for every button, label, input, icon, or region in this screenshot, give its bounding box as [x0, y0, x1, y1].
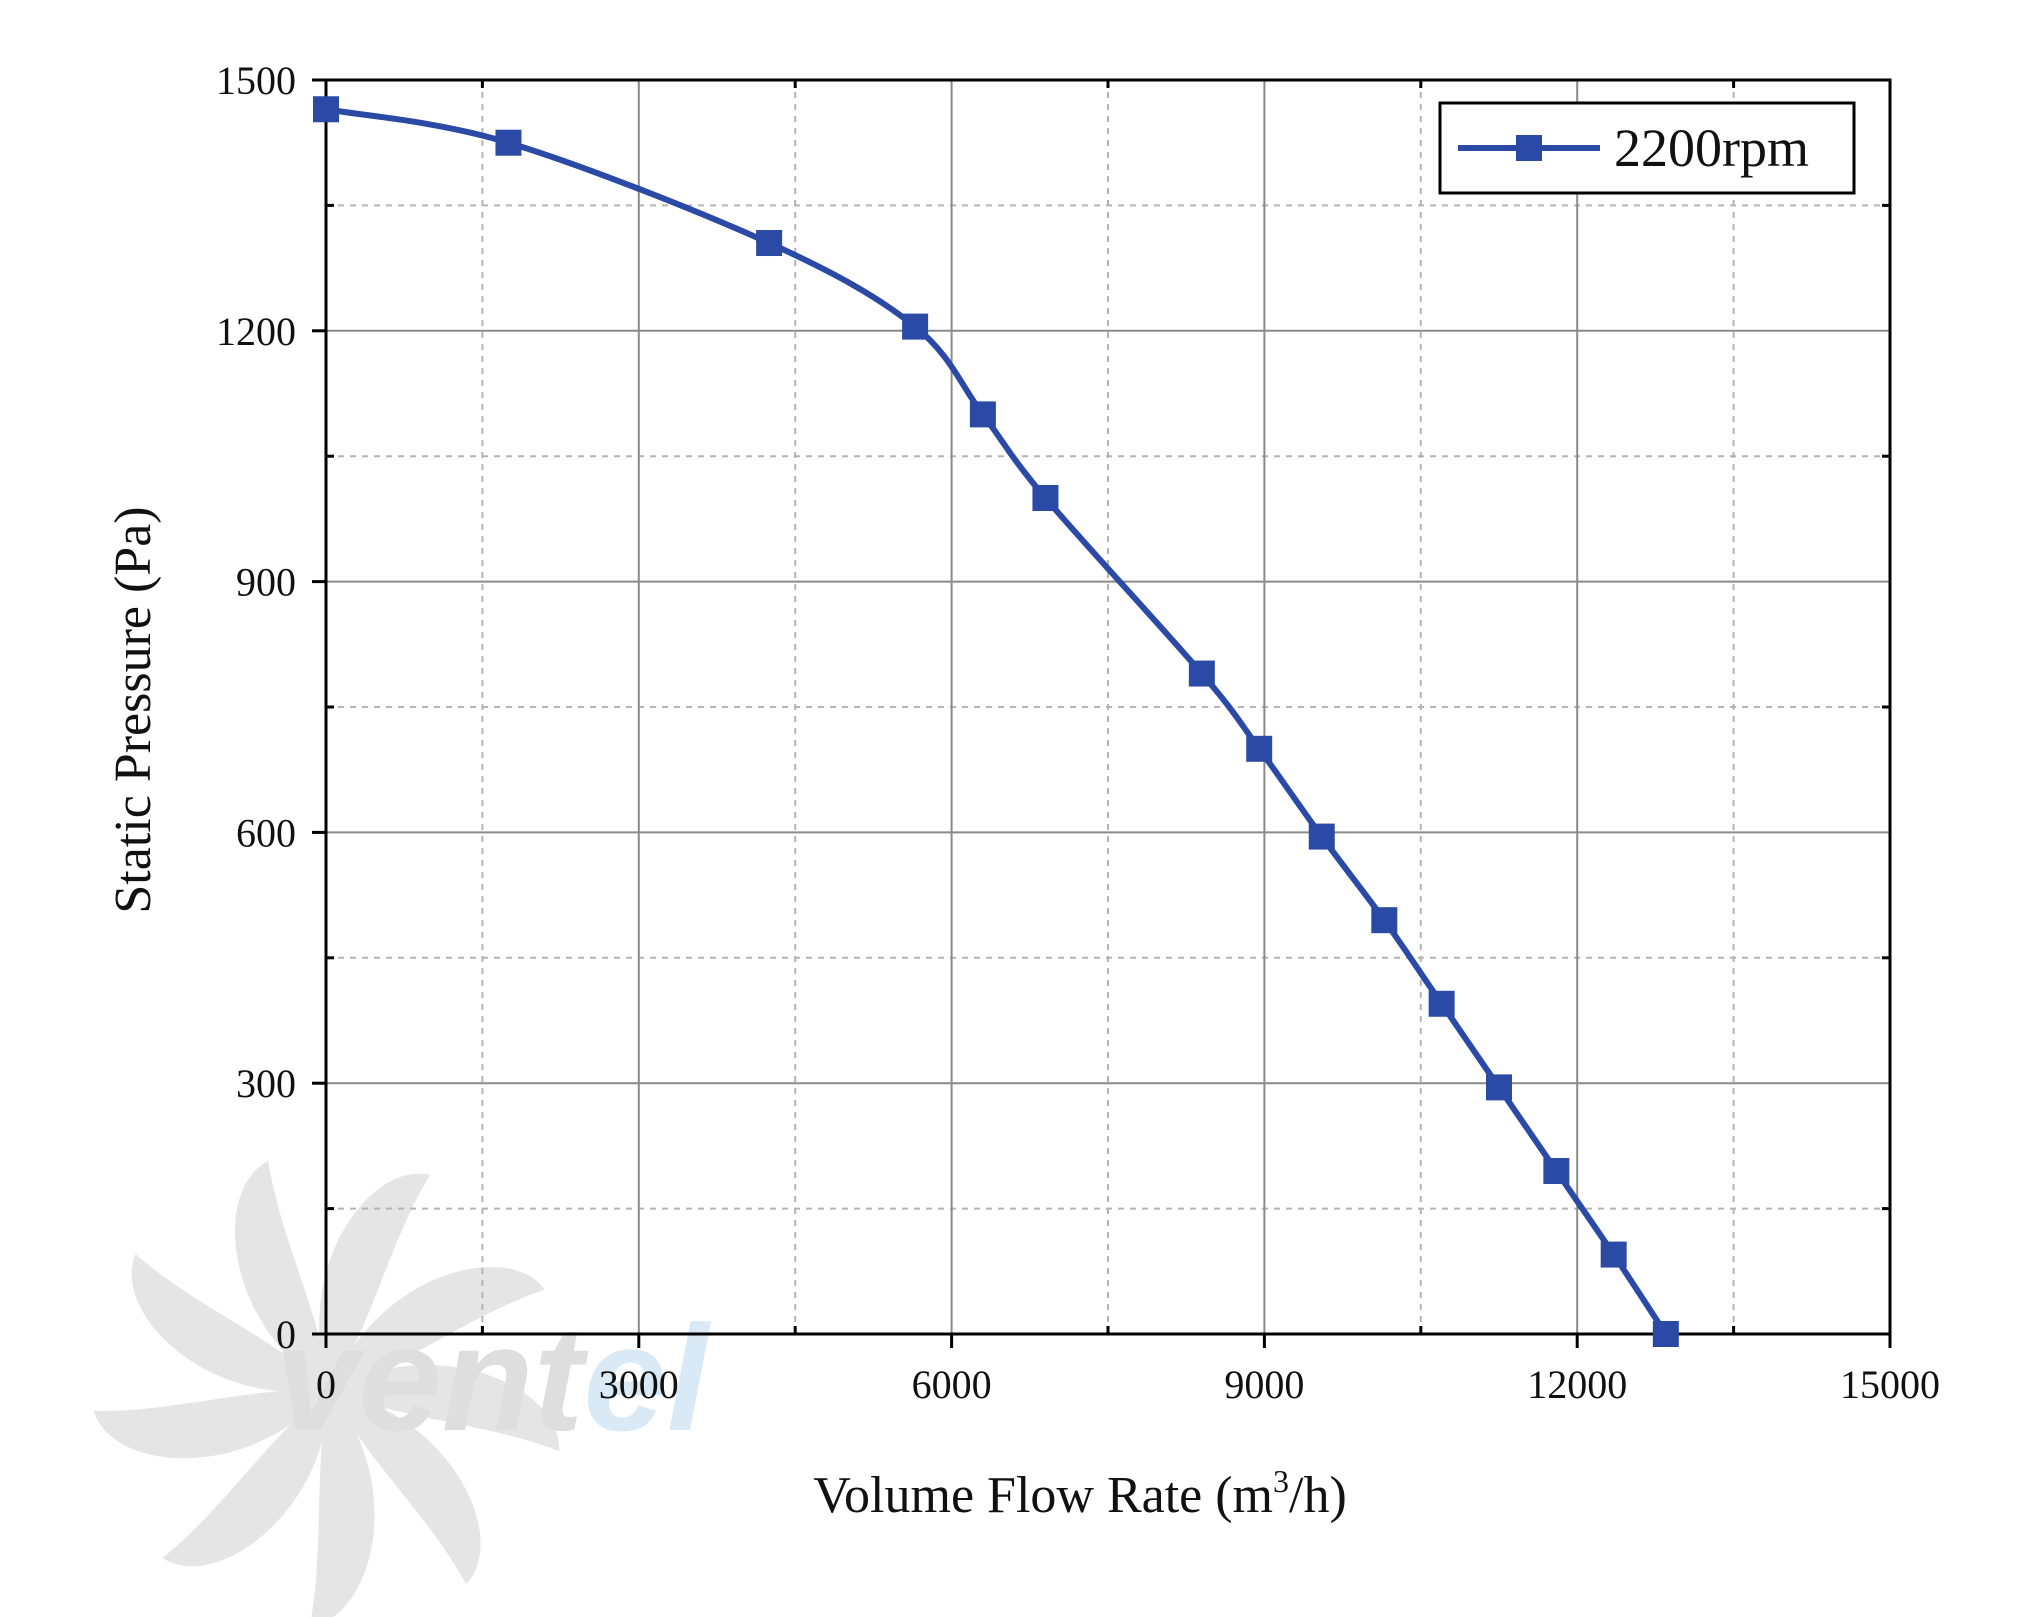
fan-blade-shape	[93, 1389, 330, 1459]
series-markers	[313, 96, 1679, 1347]
grid-lines	[325, 79, 1891, 1335]
data-point-marker	[495, 129, 522, 156]
legend-marker-swatch	[1516, 135, 1542, 161]
data-point-marker	[313, 96, 339, 123]
watermark-text-light: el	[583, 1294, 711, 1462]
legend-label-2200rpm: 2200rpm	[1614, 118, 1809, 178]
y-tick-label: 900	[236, 560, 296, 605]
data-point-marker	[969, 401, 996, 428]
x-tick-label: 12000	[1527, 1362, 1627, 1407]
x-tick-label: 6000	[912, 1362, 992, 1407]
y-axis-title: Static Pressure (Pa)	[105, 506, 162, 913]
y-tick-label: 600	[236, 810, 296, 855]
fan-blade-shape	[309, 1390, 375, 1617]
fan-blade-shape	[330, 1365, 560, 1452]
x-tick-label: 15000	[1840, 1362, 1940, 1407]
y-tick-label: 0	[276, 1312, 296, 1357]
data-point-marker	[1188, 660, 1215, 687]
fan-blade-shape	[131, 1254, 330, 1393]
data-point-marker	[1600, 1241, 1627, 1268]
data-point-marker	[1032, 485, 1059, 511]
x-axis-title: Volume Flow Rate (m3/h)	[813, 1463, 1347, 1524]
y-tick-label: 300	[236, 1061, 296, 1106]
fan-blade-shape	[330, 1390, 481, 1585]
data-point-marker	[902, 313, 929, 340]
data-point-marker	[1371, 907, 1398, 934]
data-point-marker	[1543, 1157, 1570, 1184]
data-point-marker	[1308, 823, 1335, 850]
data-point-marker	[756, 230, 783, 257]
fan-blade-shape	[319, 1173, 430, 1390]
data-point-marker	[1428, 990, 1455, 1017]
x-tick-label: 3000	[599, 1362, 679, 1407]
series-line-2200rpm	[323, 106, 1669, 1337]
data-point-marker	[1246, 735, 1273, 762]
legend: 2200rpm	[1438, 101, 1856, 195]
data-point-marker	[1652, 1321, 1679, 1347]
x-tick-labels: 0 3000 6000 9000 12000 15000	[316, 1362, 1940, 1407]
y-tick-label: 1200	[216, 309, 296, 354]
fan-logo-icon	[93, 1161, 560, 1617]
x-tick-label: 0	[316, 1362, 336, 1407]
fan-blade-shape	[162, 1389, 330, 1567]
data-point-marker	[1486, 1074, 1512, 1101]
y-tick-labels: 0 300 600 900 1200 1500	[216, 58, 296, 1357]
x-tick-label: 9000	[1224, 1362, 1304, 1407]
fan-blade-shape	[235, 1161, 330, 1390]
axis-ticks	[312, 78, 1892, 1348]
y-tick-label: 1500	[216, 58, 296, 103]
fan-blade-shape	[330, 1267, 545, 1390]
